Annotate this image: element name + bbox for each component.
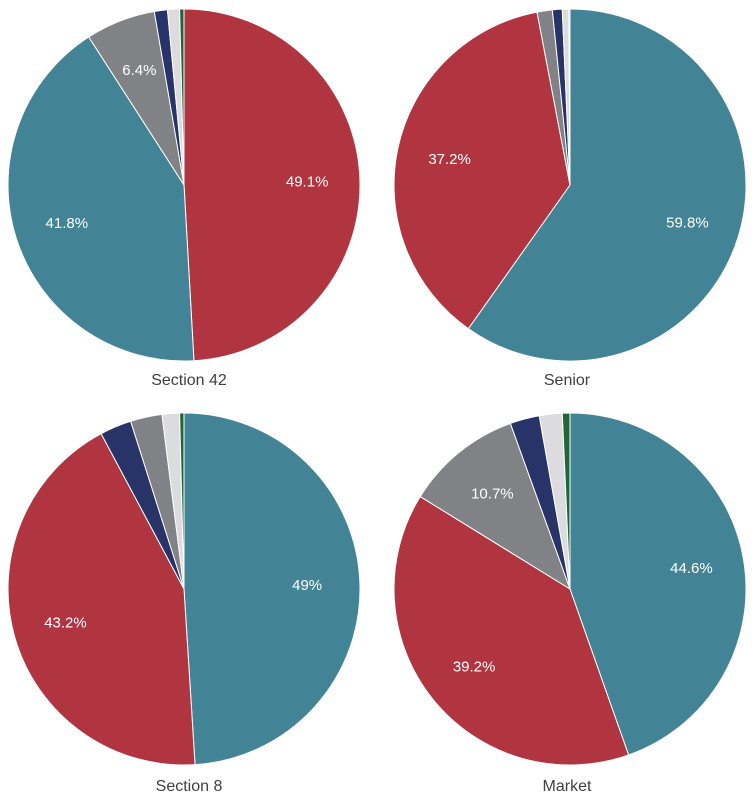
pie-slice-label: 49% <box>292 577 322 594</box>
pie-slice-label: 39.2% <box>453 658 496 675</box>
pie-slice-label: 49.1% <box>286 174 329 191</box>
pie-panel-market: 44.6% 39.2% 10.7% Market <box>378 404 756 802</box>
pie-slice <box>467 8 747 362</box>
pie-caption: Section 8 <box>155 778 223 795</box>
pie-chart-senior: 59.8% 37.2% <box>393 8 747 362</box>
pie-caption: Section 42 <box>151 372 227 389</box>
pie-caption: Market <box>542 778 592 795</box>
pie-panel-section-8: 49% 43.2% Section 8 <box>0 404 378 802</box>
pie-slice <box>393 11 571 330</box>
pie-slice <box>569 412 747 756</box>
pie-panel-section-42: 49.1% 41.8% 6.4% Section 42 <box>0 0 378 398</box>
pie-panel-senior: 59.8% 37.2% Senior <box>378 0 756 398</box>
pie-slice <box>393 495 630 766</box>
pie-slice <box>561 412 571 590</box>
pie-chart-section-8: 49% 43.2% <box>7 412 361 766</box>
pie-slice <box>183 412 361 766</box>
pie-slice <box>7 36 195 362</box>
pie-slice-label: 37.2% <box>428 151 471 168</box>
pie-chart-market: 44.6% 39.2% 10.7% <box>393 412 747 766</box>
pie-slice-label: 10.7% <box>471 485 514 502</box>
pie-slice-label: 43.2% <box>44 615 87 632</box>
pie-slice <box>568 8 571 186</box>
pie-slice <box>7 433 196 766</box>
pie-slice-label: 41.8% <box>46 215 89 232</box>
pie-slice <box>179 412 185 590</box>
pie-slice-label: 6.4% <box>122 62 156 79</box>
pie-chart-section-42: 49.1% 41.8% 6.4% <box>7 8 361 362</box>
pie-slice <box>183 8 361 362</box>
pie-slice <box>179 8 185 186</box>
pie-caption: Senior <box>543 372 591 389</box>
pie-slice-label: 59.8% <box>666 214 709 231</box>
pie-slice-label: 44.6% <box>670 560 713 577</box>
pie-slice <box>419 422 571 591</box>
